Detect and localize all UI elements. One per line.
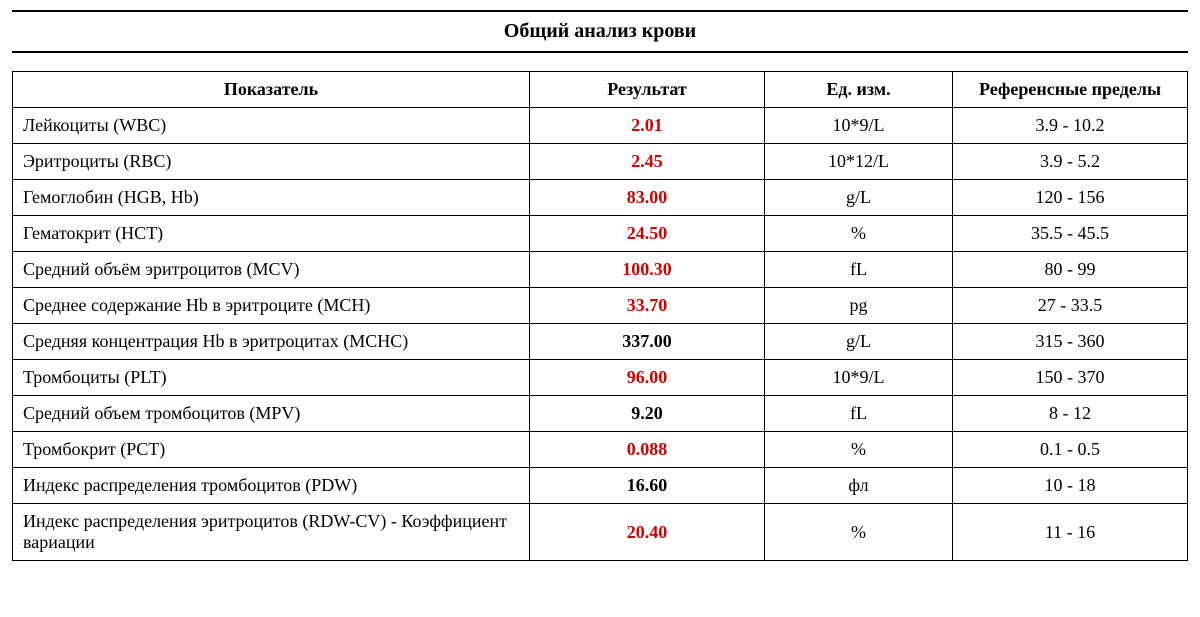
table-row: Средняя концентрация Hb в эритроцитах (M… (13, 324, 1188, 360)
table-row: Индекс распределения эритроцитов (RDW-CV… (13, 504, 1188, 561)
parameter-reference: 10 - 18 (953, 468, 1188, 504)
parameter-reference: 0.1 - 0.5 (953, 432, 1188, 468)
parameter-reference: 315 - 360 (953, 324, 1188, 360)
table-row: Средний объём эритроцитов (MCV)100.30fL8… (13, 252, 1188, 288)
parameter-name: Средняя концентрация Hb в эритроцитах (M… (13, 324, 530, 360)
parameter-name: Тромбоциты (PLT) (13, 360, 530, 396)
col-header-result: Результат (530, 72, 765, 108)
parameter-result: 0.088 (530, 432, 765, 468)
parameter-result: 2.45 (530, 144, 765, 180)
parameter-reference: 150 - 370 (953, 360, 1188, 396)
parameter-unit: фл (765, 468, 953, 504)
parameter-reference: 11 - 16 (953, 504, 1188, 561)
table-header: Показатель Результат Ед. изм. Референсны… (13, 72, 1188, 108)
table-header-row: Показатель Результат Ед. изм. Референсны… (13, 72, 1188, 108)
table-body: Лейкоциты (WBC)2.0110*9/L3.9 - 10.2Эритр… (13, 108, 1188, 561)
parameter-reference: 3.9 - 5.2 (953, 144, 1188, 180)
col-header-name: Показатель (13, 72, 530, 108)
parameter-name: Индекс распределения тромбоцитов (PDW) (13, 468, 530, 504)
parameter-result: 96.00 (530, 360, 765, 396)
report-title: Общий анализ крови (12, 20, 1188, 43)
results-table: Показатель Результат Ед. изм. Референсны… (12, 71, 1188, 561)
table-row: Гематокрит (HCT)24.50%35.5 - 45.5 (13, 216, 1188, 252)
parameter-result: 83.00 (530, 180, 765, 216)
parameter-unit: g/L (765, 324, 953, 360)
parameter-reference: 35.5 - 45.5 (953, 216, 1188, 252)
parameter-result: 33.70 (530, 288, 765, 324)
table-row: Эритроциты (RBC)2.4510*12/L3.9 - 5.2 (13, 144, 1188, 180)
table-row: Среднее содержание Hb в эритроците (MCH)… (13, 288, 1188, 324)
parameter-unit: pg (765, 288, 953, 324)
parameter-reference: 8 - 12 (953, 396, 1188, 432)
parameter-result: 20.40 (530, 504, 765, 561)
parameter-unit: fL (765, 252, 953, 288)
parameter-result: 24.50 (530, 216, 765, 252)
parameter-unit: 10*9/L (765, 360, 953, 396)
parameter-name: Индекс распределения эритроцитов (RDW-CV… (13, 504, 530, 561)
parameter-result: 337.00 (530, 324, 765, 360)
parameter-result: 2.01 (530, 108, 765, 144)
parameter-reference: 120 - 156 (953, 180, 1188, 216)
parameter-unit: % (765, 216, 953, 252)
parameter-unit: g/L (765, 180, 953, 216)
parameter-unit: % (765, 432, 953, 468)
parameter-result: 16.60 (530, 468, 765, 504)
parameter-name: Гематокрит (HCT) (13, 216, 530, 252)
parameter-reference: 3.9 - 10.2 (953, 108, 1188, 144)
parameter-reference: 80 - 99 (953, 252, 1188, 288)
parameter-name: Эритроциты (RBC) (13, 144, 530, 180)
parameter-result: 100.30 (530, 252, 765, 288)
parameter-name: Средний объём эритроцитов (MCV) (13, 252, 530, 288)
parameter-unit: 10*12/L (765, 144, 953, 180)
parameter-result: 9.20 (530, 396, 765, 432)
parameter-name: Гемоглобин (HGB, Hb) (13, 180, 530, 216)
table-row: Гемоглобин (HGB, Hb)83.00g/L120 - 156 (13, 180, 1188, 216)
table-row: Лейкоциты (WBC)2.0110*9/L3.9 - 10.2 (13, 108, 1188, 144)
table-row: Тромбоциты (PLT)96.0010*9/L150 - 370 (13, 360, 1188, 396)
parameter-name: Средний объем тромбоцитов (MPV) (13, 396, 530, 432)
table-row: Индекс распределения тромбоцитов (PDW)16… (13, 468, 1188, 504)
parameter-unit: % (765, 504, 953, 561)
col-header-unit: Ед. изм. (765, 72, 953, 108)
col-header-reference: Референсные пределы (953, 72, 1188, 108)
parameter-unit: fL (765, 396, 953, 432)
parameter-reference: 27 - 33.5 (953, 288, 1188, 324)
parameter-name: Лейкоциты (WBC) (13, 108, 530, 144)
parameter-name: Тромбокрит (PCT) (13, 432, 530, 468)
report-title-bar: Общий анализ крови (12, 10, 1188, 53)
parameter-name: Среднее содержание Hb в эритроците (MCH) (13, 288, 530, 324)
table-row: Тромбокрит (PCT)0.088%0.1 - 0.5 (13, 432, 1188, 468)
parameter-unit: 10*9/L (765, 108, 953, 144)
table-row: Средний объем тромбоцитов (MPV)9.20fL8 -… (13, 396, 1188, 432)
